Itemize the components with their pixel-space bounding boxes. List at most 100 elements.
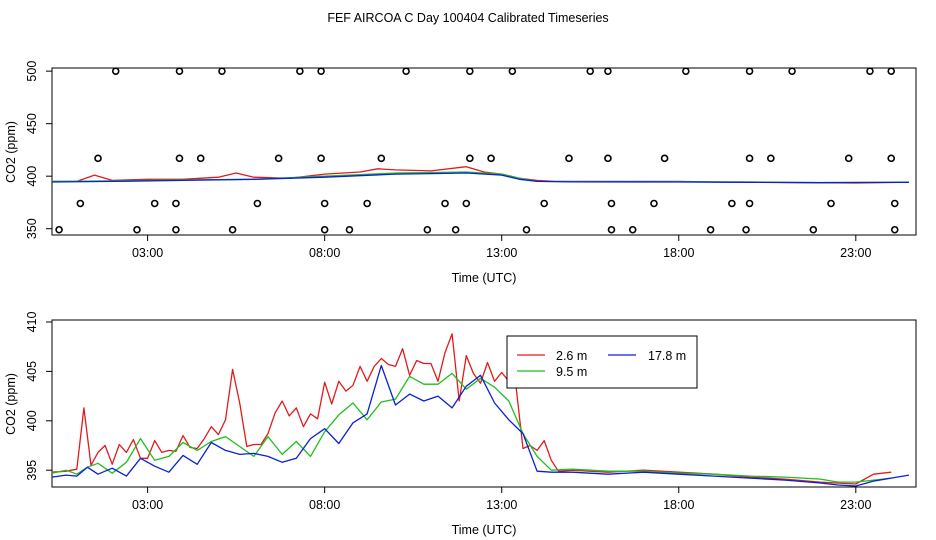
data-point <box>745 154 754 163</box>
y-tick-label: 400 <box>25 166 39 187</box>
data-point <box>172 199 180 208</box>
data-point <box>175 154 184 163</box>
data-point <box>607 199 616 208</box>
data-point <box>466 154 474 163</box>
data-point <box>296 67 304 75</box>
data-point <box>522 225 531 234</box>
data-point <box>175 67 184 75</box>
data-point <box>111 67 120 75</box>
top-panel: 03:00 08:00 13:00 18:00 23:00 350 400 450 500 T… <box>4 61 917 285</box>
data-point <box>508 67 517 75</box>
x-tick-label: 18:00 <box>663 246 694 260</box>
data-point <box>767 154 775 163</box>
data-point <box>466 67 474 75</box>
data-point <box>586 67 595 75</box>
data-point <box>540 199 548 208</box>
data-point <box>628 225 637 234</box>
data-point <box>607 225 616 234</box>
data-point <box>402 67 410 75</box>
series-layer <box>51 166 909 184</box>
data-point <box>487 154 495 163</box>
data-point <box>604 67 612 75</box>
data-point <box>274 154 283 163</box>
data-point <box>423 225 432 234</box>
x-axis: 03:00 08:00 13:00 18:00 23:00 <box>132 235 871 260</box>
y-tick-label: 500 <box>25 61 39 82</box>
data-point <box>441 199 449 208</box>
data-point <box>317 67 325 75</box>
data-point <box>887 154 896 163</box>
y-axis-label: CO2 (ppm) <box>4 373 18 435</box>
y-tick-label: 395 <box>25 460 39 481</box>
data-point <box>745 67 754 75</box>
data-point <box>363 199 371 208</box>
data-point <box>462 199 471 208</box>
legend-box <box>506 335 698 389</box>
data-point <box>706 225 715 234</box>
x-tick-label: 13:00 <box>486 246 517 260</box>
points-layer <box>55 67 899 234</box>
legend-label-9.5m: 9.5 m <box>556 365 587 379</box>
data-point <box>890 199 899 208</box>
x-tick-label: 03:00 <box>132 246 163 260</box>
series-line-17.8m <box>51 364 910 487</box>
y-tick-label: 350 <box>25 218 39 239</box>
data-point <box>377 154 386 163</box>
data-point <box>827 199 835 208</box>
y-axis-label: CO2 (ppm) <box>4 121 18 183</box>
data-point <box>682 67 690 75</box>
plot-frame-top <box>51 67 917 236</box>
data-point <box>788 67 796 75</box>
data-point <box>745 199 754 208</box>
data-point <box>660 154 669 163</box>
x-tick-label: 13:00 <box>486 498 517 512</box>
data-point <box>172 225 180 234</box>
data-point <box>196 154 205 163</box>
data-point <box>345 225 354 234</box>
y-tick-label: 400 <box>25 410 39 431</box>
data-point <box>253 199 262 208</box>
x-tick-label: 18:00 <box>663 498 694 512</box>
plot-frame-bottom <box>51 319 917 488</box>
data-point <box>742 225 750 234</box>
legend-label-17.8m: 17.8 m <box>648 349 686 363</box>
data-point <box>218 67 226 75</box>
data-point <box>890 225 899 234</box>
legend-label-2.6m: 2.6 m <box>556 349 587 363</box>
data-point <box>320 225 329 234</box>
series-line-2.6m <box>51 333 892 485</box>
data-point <box>844 154 853 163</box>
y-axis: 350 400 450 500 <box>25 61 52 239</box>
data-point <box>866 67 874 75</box>
series-layer <box>51 333 910 487</box>
y-tick-label: 450 <box>25 113 39 134</box>
x-tick-label: 08:00 <box>309 498 340 512</box>
x-tick-label: 23:00 <box>840 246 871 260</box>
data-point <box>150 199 159 208</box>
data-point <box>650 199 658 208</box>
data-point <box>76 199 85 208</box>
data-point <box>809 225 818 234</box>
x-tick-label: 03:00 <box>132 498 163 512</box>
x-tick-label: 23:00 <box>840 498 871 512</box>
data-point <box>728 199 736 208</box>
data-point <box>228 225 237 234</box>
data-point <box>320 199 329 208</box>
y-axis: 395 400 405 410 <box>25 312 52 481</box>
series-line-2 <box>51 172 909 184</box>
x-axis-label: Time (UTC) <box>452 523 517 537</box>
x-axis: 03:00 08:00 13:00 18:00 23:00 <box>132 487 871 512</box>
x-axis-label: Time (UTC) <box>452 271 517 285</box>
data-point <box>451 225 460 234</box>
data-point <box>94 154 102 163</box>
x-tick-label: 08:00 <box>309 246 340 260</box>
series-line-9.5m <box>51 372 892 483</box>
y-tick-label: 410 <box>25 312 39 333</box>
data-point <box>565 154 573 163</box>
data-point <box>604 154 612 163</box>
legend: 2.6 m 9.5 m 17.8 m <box>506 335 698 389</box>
data-point <box>133 225 141 234</box>
y-tick-label: 405 <box>25 361 39 382</box>
data-point <box>55 225 63 234</box>
